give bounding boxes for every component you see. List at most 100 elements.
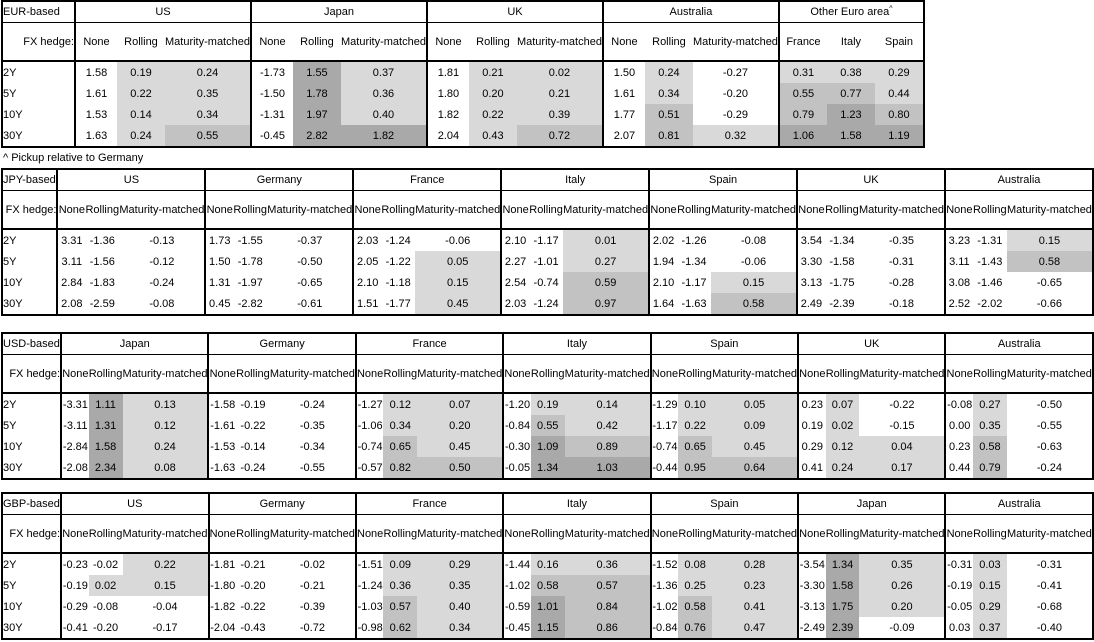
column-header-none: None <box>426 22 469 62</box>
column-header-rolling: Rolling <box>644 22 693 62</box>
group-header-france: France <box>355 493 505 515</box>
value-cell: 0.45 <box>417 436 505 457</box>
value-cell: -0.30 <box>504 440 531 453</box>
value-cell: 1.23 <box>826 104 875 125</box>
value-cell: 0.09 <box>712 415 800 436</box>
column-header-maturity-matched: Maturity-matched <box>1006 514 1094 554</box>
column-header-rolling: Rolling <box>117 22 165 62</box>
value-cell: 3.31 <box>61 234 83 247</box>
value-cell: 0.34 <box>165 104 252 125</box>
group-header-spain: Spain <box>650 493 800 515</box>
group-header-germany: Germany <box>208 333 357 355</box>
column-header-none: None <box>61 354 89 394</box>
column-header-none: None <box>650 354 679 394</box>
value-cell: -1.53 <box>210 440 236 453</box>
value-cell: 0.45 <box>712 436 800 457</box>
column-header-maturity-matched: Maturity-matched <box>1006 190 1094 230</box>
value-cell: -0.18 <box>858 293 946 315</box>
value-cell: 2.34 <box>88 457 123 479</box>
value-cell: 0.79 <box>972 457 1007 479</box>
value-cell: -2.08 <box>62 461 88 474</box>
value-cell: 0.24 <box>122 436 210 457</box>
value-cell: -0.74 <box>533 276 559 289</box>
value-cell: 0.19 <box>117 61 165 83</box>
value-cell: 0.31 <box>778 61 827 83</box>
value-cell: -1.55 <box>237 234 263 247</box>
value-cell: 1.01 <box>530 596 565 617</box>
column-header-rolling: Rolling <box>85 190 120 230</box>
value-cell: 2.04 <box>437 129 460 142</box>
tenor-label-30y: 30Y <box>2 293 59 315</box>
group-header-germany: Germany <box>205 169 355 191</box>
value-cell: -1.17 <box>533 234 559 247</box>
value-cell: 1.82 <box>437 108 460 121</box>
value-cell: 0.36 <box>340 83 428 104</box>
value-cell: 0.40 <box>340 104 428 125</box>
value-cell: 0.40 <box>417 596 505 617</box>
group-header-australia: Australia <box>945 333 1094 355</box>
value-cell: -1.02 <box>505 579 531 592</box>
value-cell: 0.58 <box>530 575 565 596</box>
value-cell: 0.23 <box>948 440 971 453</box>
value-cell: -0.59 <box>505 600 531 613</box>
value-cell: 0.86 <box>564 617 652 639</box>
value-cell: -1.29 <box>652 398 678 411</box>
column-header-none: None <box>57 190 86 230</box>
value-cell: -0.61 <box>267 293 355 315</box>
value-cell: 0.80 <box>874 104 925 125</box>
value-cell: -0.14 <box>240 440 266 453</box>
group-header-japan: Japan <box>250 1 428 23</box>
value-cell: 0.97 <box>563 293 651 315</box>
value-cell: 0.26 <box>859 575 947 596</box>
column-header-none: None <box>355 514 384 554</box>
value-cell: 2.39 <box>825 617 860 639</box>
value-cell: -2.02 <box>977 297 1003 310</box>
value-cell: -0.22 <box>240 600 266 613</box>
group-header-france: France <box>355 333 505 355</box>
column-header-none: None <box>353 190 382 230</box>
value-cell: -0.50 <box>1006 393 1094 415</box>
value-cell: 0.44 <box>874 83 925 104</box>
column-header-none: None <box>501 190 529 230</box>
value-cell: 0.35 <box>972 415 1007 436</box>
value-cell: -1.34 <box>681 255 707 268</box>
value-cell: -0.41 <box>1006 575 1094 596</box>
value-cell: -0.72 <box>269 617 357 639</box>
column-header-none: None <box>602 22 645 62</box>
tenor-label-2y: 2Y <box>2 229 59 251</box>
tenor-label-5y: 5Y <box>2 83 76 104</box>
value-cell: -0.45 <box>259 129 286 142</box>
value-cell: 1.58 <box>88 436 123 457</box>
value-cell: 0.09 <box>383 553 418 575</box>
group-header-japan: Japan <box>61 333 210 355</box>
value-cell: -3.30 <box>799 579 825 592</box>
column-header-rolling: Rolling <box>292 22 341 62</box>
value-cell: 0.08 <box>678 553 713 575</box>
value-cell: -0.08 <box>711 229 799 251</box>
value-cell: -0.29 <box>692 104 780 125</box>
value-cell: 0.03 <box>949 621 971 634</box>
value-cell: 1.80 <box>437 87 460 100</box>
value-cell: -1.03 <box>357 600 383 613</box>
value-cell: 1.61 <box>85 87 108 100</box>
value-cell: 0.15 <box>122 575 210 596</box>
value-cell: -0.20 <box>240 579 266 592</box>
value-cell: -0.09 <box>859 617 947 639</box>
column-header-rolling: Rolling <box>88 514 123 554</box>
column-header-maturity-matched: Maturity-matched <box>417 514 505 554</box>
value-cell: 0.25 <box>678 575 713 596</box>
column-header-maturity-matched: Maturity-matched <box>711 190 799 230</box>
column-header-maturity-matched: Maturity-matched <box>415 190 503 230</box>
value-cell: -1.83 <box>89 276 115 289</box>
column-header-none: None <box>650 514 679 554</box>
value-cell: 0.65 <box>383 436 418 457</box>
value-cell: -0.08 <box>119 293 207 315</box>
value-cell: -0.35 <box>858 229 946 251</box>
value-cell: 0.15 <box>972 575 1007 596</box>
value-cell: -0.57 <box>357 461 383 474</box>
value-cell: 0.22 <box>678 415 713 436</box>
value-cell: -1.63 <box>210 461 236 474</box>
column-header-rolling: Rolling <box>383 514 418 554</box>
value-cell: -1.06 <box>357 419 383 432</box>
